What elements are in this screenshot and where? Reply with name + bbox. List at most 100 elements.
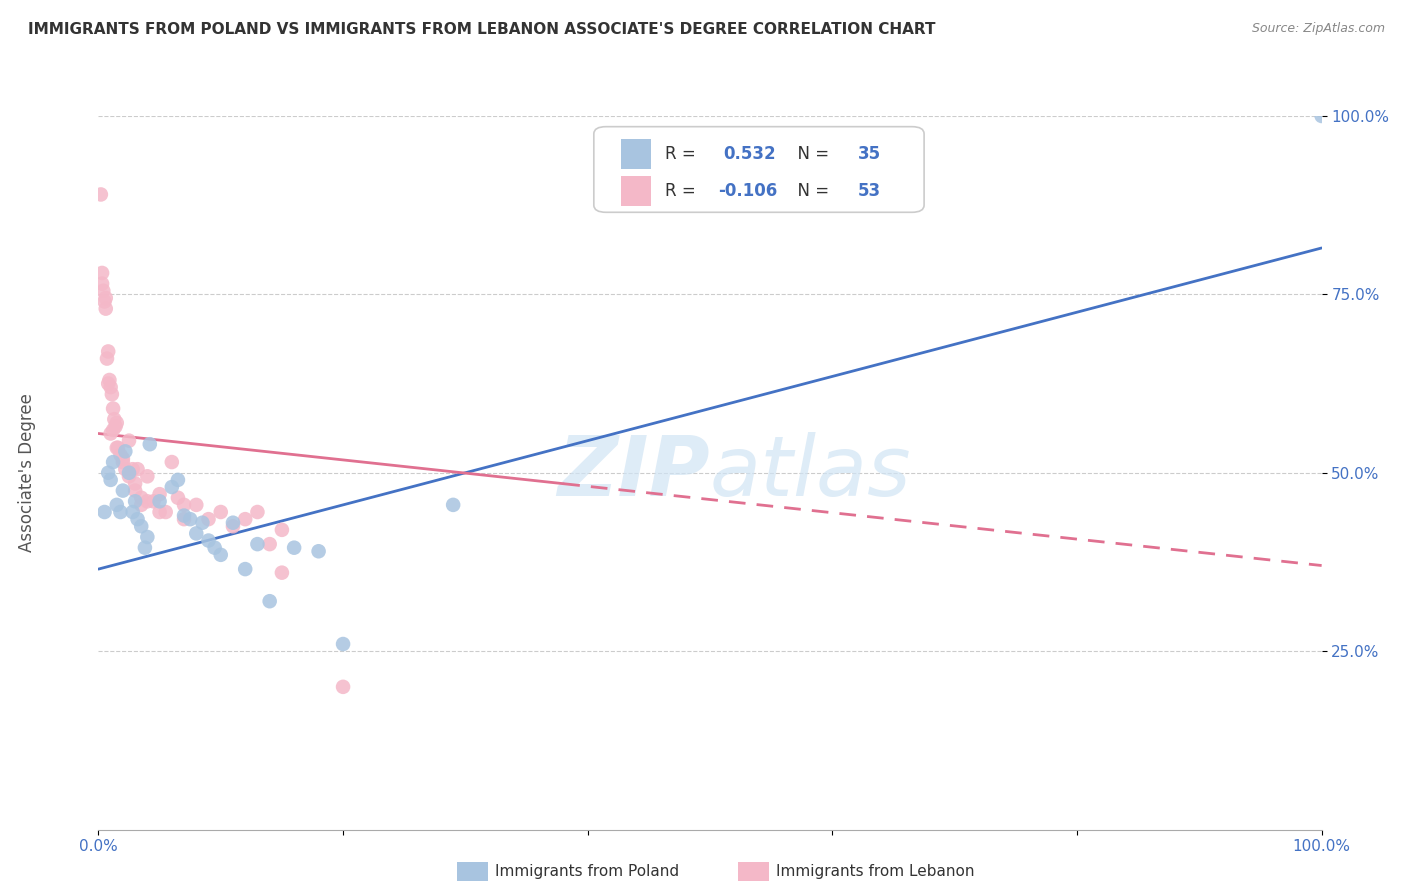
Point xyxy=(129,519,152,533)
Point xyxy=(105,498,128,512)
Point xyxy=(197,512,219,526)
Point xyxy=(233,562,256,576)
Point xyxy=(129,491,152,505)
Point xyxy=(105,441,128,455)
Point xyxy=(246,505,269,519)
FancyBboxPatch shape xyxy=(620,139,651,169)
Point xyxy=(111,455,134,469)
Point xyxy=(100,380,122,394)
Point xyxy=(121,462,143,476)
Point xyxy=(134,541,156,555)
Point xyxy=(149,494,172,508)
Text: N =: N = xyxy=(787,145,835,162)
Y-axis label: Associate's Degree: Associate's Degree xyxy=(18,393,37,552)
Point xyxy=(136,494,159,508)
Point xyxy=(246,537,269,551)
Point xyxy=(270,523,294,537)
Point xyxy=(136,469,159,483)
Point xyxy=(155,505,177,519)
Point xyxy=(101,401,124,416)
Point xyxy=(90,187,112,202)
Text: ZIP: ZIP xyxy=(557,433,710,513)
Point xyxy=(308,544,330,558)
Point xyxy=(332,680,354,694)
Point xyxy=(110,448,132,462)
Point xyxy=(101,423,124,437)
Text: IMMIGRANTS FROM POLAND VS IMMIGRANTS FROM LEBANON ASSOCIATE'S DEGREE CORRELATION: IMMIGRANTS FROM POLAND VS IMMIGRANTS FRO… xyxy=(28,22,935,37)
Point xyxy=(139,437,162,451)
Point xyxy=(124,483,146,498)
Point xyxy=(1310,109,1333,123)
Point xyxy=(124,494,146,508)
Point xyxy=(129,498,152,512)
Text: Source: ZipAtlas.com: Source: ZipAtlas.com xyxy=(1251,22,1385,36)
Point xyxy=(104,419,127,434)
Text: atlas: atlas xyxy=(710,433,911,513)
Point xyxy=(186,526,208,541)
Point xyxy=(270,566,294,580)
Point xyxy=(209,505,232,519)
Text: R =: R = xyxy=(665,182,700,200)
Point xyxy=(111,483,134,498)
Point xyxy=(118,469,141,483)
Point xyxy=(101,387,124,401)
Point xyxy=(204,541,226,555)
Point xyxy=(332,637,354,651)
Point xyxy=(149,505,172,519)
Point xyxy=(93,294,115,309)
Point xyxy=(110,505,132,519)
Point xyxy=(233,512,256,526)
Point xyxy=(98,373,121,387)
Point xyxy=(173,508,195,523)
Point xyxy=(179,512,201,526)
Point xyxy=(167,473,190,487)
Point xyxy=(103,412,125,426)
FancyBboxPatch shape xyxy=(620,176,651,206)
Point xyxy=(118,466,141,480)
Point xyxy=(160,455,183,469)
Point xyxy=(114,444,136,458)
Point xyxy=(121,505,143,519)
Point xyxy=(441,498,464,512)
Point xyxy=(94,291,117,305)
Point xyxy=(91,284,114,298)
Point xyxy=(93,505,115,519)
Point xyxy=(191,516,214,530)
Text: N =: N = xyxy=(787,182,835,200)
Point xyxy=(100,473,122,487)
Point xyxy=(136,530,159,544)
Point xyxy=(222,516,245,530)
Text: 0.532: 0.532 xyxy=(724,145,776,162)
Point xyxy=(97,344,120,359)
Point xyxy=(209,548,232,562)
Point xyxy=(91,277,114,291)
Point xyxy=(173,512,195,526)
Text: -0.106: -0.106 xyxy=(718,182,778,200)
Text: Immigrants from Poland: Immigrants from Poland xyxy=(495,864,679,879)
Text: 35: 35 xyxy=(858,145,882,162)
Point xyxy=(283,541,305,555)
Point xyxy=(167,491,190,505)
Point xyxy=(97,376,120,391)
Point xyxy=(127,462,149,476)
Point xyxy=(107,441,129,455)
Text: Immigrants from Lebanon: Immigrants from Lebanon xyxy=(776,864,974,879)
Point xyxy=(94,301,117,316)
Point xyxy=(142,494,165,508)
Point xyxy=(124,476,146,491)
Point xyxy=(96,351,118,366)
Point xyxy=(259,537,281,551)
Point xyxy=(91,266,114,280)
Point xyxy=(100,426,122,441)
Point xyxy=(197,533,219,548)
Point xyxy=(101,455,124,469)
Point xyxy=(173,498,195,512)
Point xyxy=(259,594,281,608)
Point xyxy=(114,462,136,476)
Text: R =: R = xyxy=(665,145,700,162)
Point xyxy=(149,487,172,501)
Point xyxy=(118,434,141,448)
Point xyxy=(186,498,208,512)
Text: 53: 53 xyxy=(858,182,882,200)
Point xyxy=(222,519,245,533)
